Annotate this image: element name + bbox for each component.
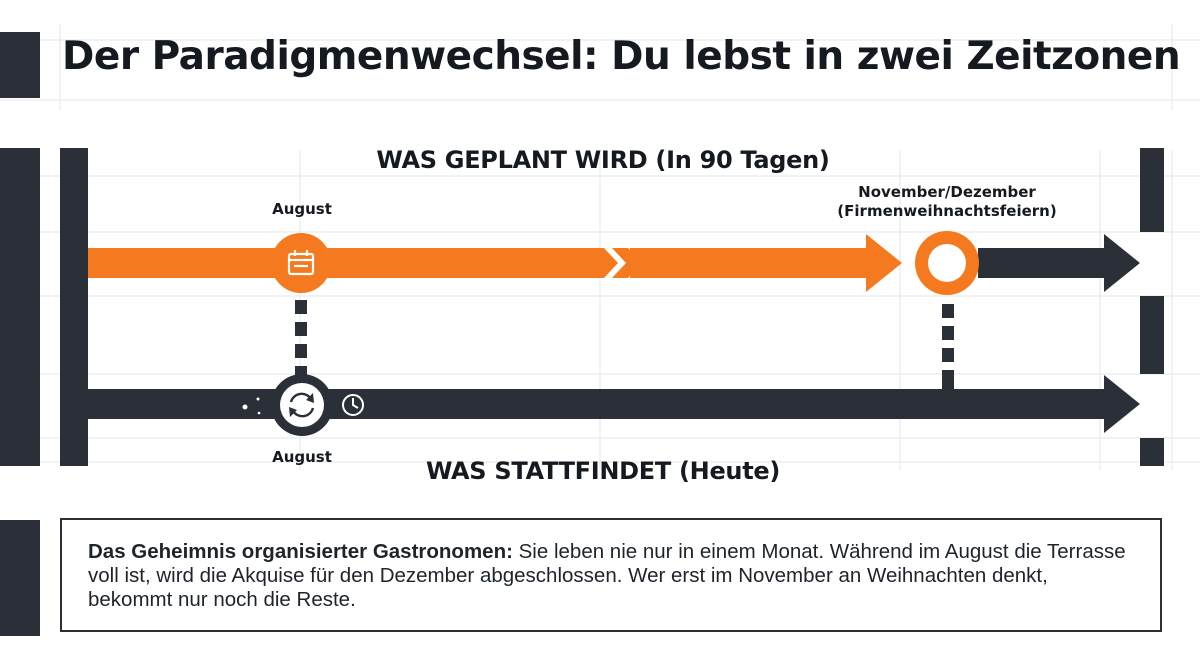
clock-icon xyxy=(342,394,364,416)
target-node xyxy=(915,231,979,295)
actual-row-label: WAS STATTFINDET (Heute) xyxy=(425,457,781,485)
timeline-end-bar xyxy=(1140,148,1164,466)
target-label-line1: November/Dezember xyxy=(858,183,1036,201)
planned-row-label: WAS GEPLANT WIRD (In 90 Tagen) xyxy=(376,146,830,174)
connector-august xyxy=(295,300,307,376)
target-label: November/Dezember (Firmenweihnachtsfeier… xyxy=(817,183,1077,221)
target-label-line2: (Firmenweihnachtsfeiern) xyxy=(837,202,1057,220)
side-block-top xyxy=(0,32,40,98)
connector-december xyxy=(942,304,954,390)
planned-continuation xyxy=(978,234,1140,292)
planned-month-label: August xyxy=(272,200,332,218)
insight-body: Sie leben nie nur in einem Monat. Währen… xyxy=(88,540,1126,611)
chevron-icon xyxy=(588,248,618,278)
arrow-head-orange xyxy=(866,234,902,292)
insight-box: Das Geheimnis organisierter Gastronomen:… xyxy=(60,518,1162,632)
actual-month-label: August xyxy=(272,448,332,466)
actual-august-node xyxy=(271,374,333,436)
page-title: Der Paradigmenwechsel: Du lebst in zwei … xyxy=(62,34,1181,79)
insight-text: Das Geheimnis organisierter Gastronomen:… xyxy=(88,540,1128,612)
refresh-cycle-icon xyxy=(289,392,315,418)
calendar-icon xyxy=(287,250,315,276)
insight-lead: Das Geheimnis organisierter Gastronomen: xyxy=(88,540,513,563)
planned-track xyxy=(88,234,902,292)
side-block-bottom xyxy=(0,520,40,636)
arrow-head-dark xyxy=(1104,375,1140,433)
side-block-middle xyxy=(0,148,40,466)
arrow-head-dark xyxy=(1104,234,1140,292)
gears-icon xyxy=(235,393,264,418)
timeline-start-bar xyxy=(60,148,88,466)
planned-august-node xyxy=(271,233,331,293)
